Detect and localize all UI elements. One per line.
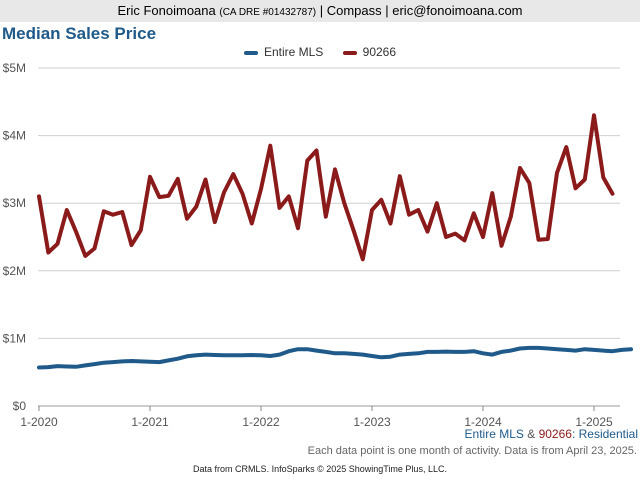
agent-name: Eric Fonoimoana [117, 3, 216, 18]
brokerage: | Compass | [319, 3, 389, 18]
chart-legend: Entire MLS 90266 [0, 45, 640, 59]
y-tick-label: $2M [3, 264, 26, 278]
data-footnote: Each data point is one month of activity… [307, 445, 637, 457]
x-tick-label: 1-2022 [242, 415, 280, 429]
caption-90266: 90266 [538, 427, 572, 441]
legend-item-90266[interactable]: 90266 [342, 45, 397, 59]
y-tick-label: $4M [3, 129, 26, 143]
x-tick-label: 1-2021 [131, 415, 169, 429]
y-tick-label: $3M [3, 196, 26, 210]
chart-title: Median Sales Price [2, 24, 157, 43]
x-tick-label: 1-2024 [464, 415, 502, 429]
caption-ampersand: & [527, 427, 536, 441]
x-tick-label: 1-2025 [575, 415, 613, 429]
x-tick-label: 1-2020 [20, 415, 58, 429]
series-caption: Entire MLS & 90266: Residential [465, 427, 638, 441]
agent-email[interactable]: eric@fonoimoana.com [392, 3, 523, 18]
y-tick-label: $1M [3, 331, 26, 345]
agent-header: Eric Fonoimoana (CA DRE #01432787) | Com… [0, 0, 640, 22]
legend-swatch-90266 [342, 50, 357, 55]
caption-residential: : Residential [571, 427, 638, 441]
x-tick-label: 1-2023 [353, 415, 391, 429]
y-tick-label: $0 [13, 399, 27, 413]
dre-number: (CA DRE #01432787) [219, 7, 317, 18]
series-line-entire-mls [37, 345, 633, 370]
series-line-90266 [37, 113, 615, 262]
legend-item-entire-mls[interactable]: Entire MLS [243, 45, 324, 59]
legend-label-entire-mls: Entire MLS [263, 45, 324, 59]
legend-swatch-entire-mls [243, 50, 258, 55]
y-tick-label: $5M [3, 61, 26, 75]
legend-label-90266: 90266 [362, 45, 397, 59]
data-source: Data from CRMLS. InfoSparks © 2025 Showi… [193, 464, 447, 474]
caption-entire-mls: Entire MLS [464, 427, 524, 441]
